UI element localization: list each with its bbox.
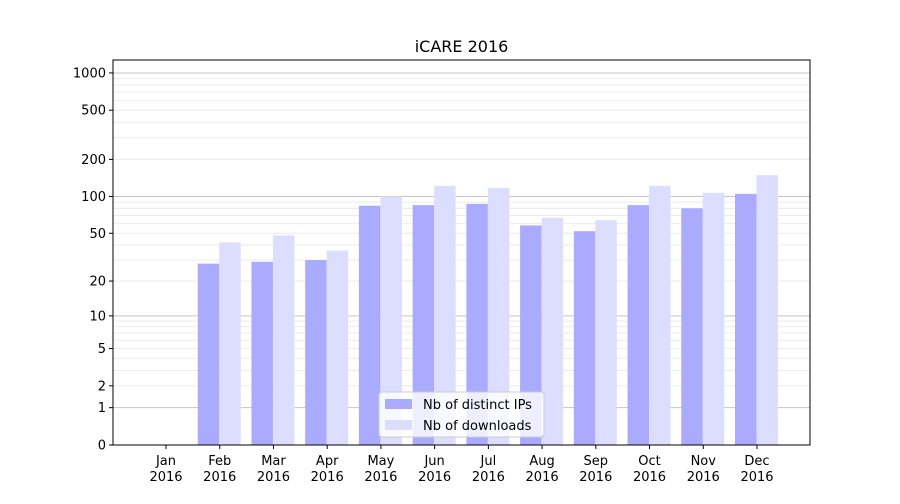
- bar-downloads: [326, 250, 349, 445]
- bar-downloads: [487, 188, 510, 446]
- y-tick-label: 50: [89, 227, 106, 242]
- bar-ips: [520, 225, 542, 445]
- x-tick-label: Jan 2016: [149, 454, 182, 485]
- x-tick-label: Apr 2016: [311, 454, 344, 485]
- legend: Nb of distinct IPs Nb of downloads: [378, 391, 545, 438]
- x-tick-label: Feb 2016: [203, 454, 236, 485]
- bar-downloads: [272, 235, 295, 445]
- x-tick-label: Sep 2016: [579, 454, 612, 485]
- bar-ips: [681, 208, 703, 445]
- bar-downloads: [595, 220, 617, 445]
- bar-ips: [412, 205, 435, 445]
- y-axis: 0 1 2 5 10 20 50 100 200 500 1000: [73, 66, 113, 454]
- bar-downloads: [702, 192, 725, 445]
- x-tick-label: Dec 2016: [740, 454, 773, 485]
- chart-title: iCARE 2016: [415, 37, 509, 56]
- x-axis: Jan 2016 Feb 2016 Mar 2016 Apr 2016 May 2016 Jun 20…: [149, 445, 774, 485]
- y-tick-label: 100: [81, 190, 106, 205]
- legend-swatch-ips: [385, 399, 412, 409]
- bar-downloads: [649, 185, 671, 446]
- y-tick-label: 20: [89, 275, 106, 290]
- x-tick-label: Jun 2016: [418, 454, 451, 485]
- x-tick-label: Jul 2016: [472, 454, 505, 485]
- legend-label-ips: Nb of distinct IPs: [423, 398, 532, 413]
- x-tick-label: Oct 2016: [633, 454, 666, 485]
- y-tick-label: 1: [98, 401, 106, 416]
- y-tick-label: 1000: [73, 66, 106, 81]
- bars: [197, 175, 778, 446]
- y-tick-label: 200: [81, 153, 106, 168]
- bar-ips: [358, 205, 381, 445]
- y-tick-label: 500: [81, 104, 106, 119]
- bar-downloads: [756, 175, 778, 446]
- bar-ips: [305, 260, 327, 445]
- legend-label-downloads: Nb of downloads: [423, 419, 532, 434]
- bar-downloads: [380, 196, 402, 445]
- legend-box: [378, 391, 545, 438]
- bar-ips: [627, 205, 650, 445]
- bar-ips: [735, 193, 757, 445]
- plot-frame: [112, 59, 811, 446]
- x-tick-label: Nov 2016: [687, 454, 720, 485]
- bar-ips: [466, 203, 488, 445]
- bar-downloads: [434, 185, 456, 446]
- y-tick-label: 10: [89, 309, 106, 324]
- bar-ips: [197, 263, 220, 445]
- bar-downloads: [541, 217, 564, 445]
- x-tick-label: Aug 2016: [526, 454, 559, 485]
- legend-swatch-downloads: [385, 420, 412, 430]
- y-tick-label: 5: [98, 342, 106, 357]
- bar-downloads: [219, 242, 241, 445]
- y-tick-label: 0: [98, 439, 106, 454]
- x-tick-label: Mar 2016: [257, 454, 290, 485]
- bar-ips: [251, 261, 273, 445]
- x-tick-label: May 2016: [364, 454, 397, 485]
- bar-ips: [573, 231, 596, 445]
- y-tick-label: 2: [98, 379, 106, 394]
